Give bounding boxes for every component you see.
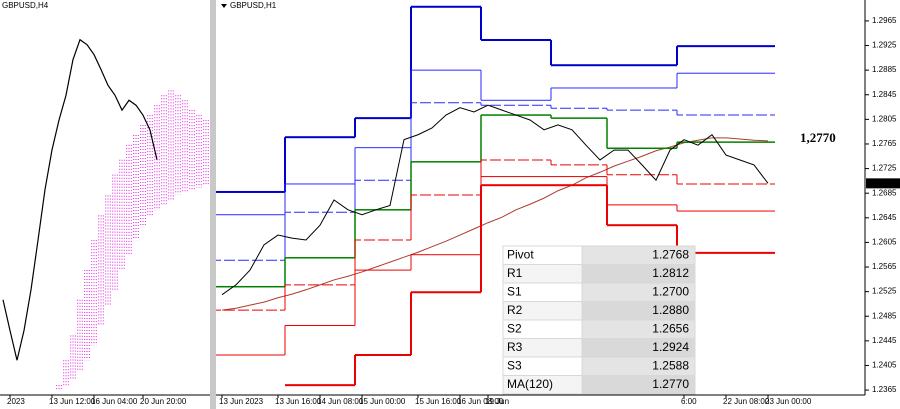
table-value: 1.2700 xyxy=(652,284,689,298)
y-tick-label: 1.2445 xyxy=(872,336,897,345)
table-label: S1 xyxy=(507,284,522,298)
x-tick-label: 15 Jun 16:00 xyxy=(415,397,462,406)
table-value: 1.2770 xyxy=(652,377,689,391)
x-tick-label: 19 Jun xyxy=(485,397,509,406)
y-tick-label: 1.2525 xyxy=(872,287,897,296)
y-tick-label: 1.2845 xyxy=(872,90,897,99)
x-tick-label: 15 Jun 00:00 xyxy=(359,397,406,406)
table-label: R2 xyxy=(507,303,523,317)
x-tick-label: 23 Jun 00:00 xyxy=(765,397,812,406)
price-tag xyxy=(866,178,900,189)
x-tick-label: 14 Jun 08:00 xyxy=(317,397,364,406)
y-tick-label: 1.2565 xyxy=(872,262,897,271)
table-label: Pivot xyxy=(507,247,534,261)
y-tick-label: 1.2685 xyxy=(872,188,897,197)
x-tick-label: 20 Jun 20:00 xyxy=(140,397,187,406)
y-tick-label: 1.2725 xyxy=(872,164,897,173)
x-tick-label: 6:00 xyxy=(681,397,697,406)
table-value: 1.2812 xyxy=(652,266,689,280)
panel-separator xyxy=(210,0,216,409)
table-label: S3 xyxy=(507,358,522,372)
y-tick-label: 1.2925 xyxy=(872,41,897,50)
x-tick-label: 22 Jun 08:00 xyxy=(723,397,770,406)
h1-plot xyxy=(216,5,775,387)
y-tick-label: 1.2405 xyxy=(872,361,897,370)
y-tick-label: 1.2885 xyxy=(872,65,897,74)
chart-title: GBPUSD,H1 xyxy=(230,1,277,10)
pivot-table: Pivot 1.2768 R1 1.2812 S1 1.2700 R2 1.2880 S2 1.2… xyxy=(502,245,696,395)
y-tick-label: 1.2485 xyxy=(872,311,897,320)
h4-plot xyxy=(2,38,209,391)
x-tick-label: 13 Jun 12:00 xyxy=(49,397,96,406)
table-value-cell xyxy=(581,375,696,395)
level-annotation: 1,2770 xyxy=(800,130,836,145)
table-value: 1.2588 xyxy=(652,358,689,372)
y-tick-label: 1.2805 xyxy=(872,114,897,123)
price-tag-label: 1.2701 xyxy=(870,178,895,187)
table-value: 1.2924 xyxy=(652,340,689,354)
x-tick-label: 2023 xyxy=(7,397,25,406)
table-value: 1.2656 xyxy=(652,321,689,335)
table-label: R1 xyxy=(507,266,523,280)
y-tick-label: 1.2645 xyxy=(872,213,897,222)
table-label: MA(120) xyxy=(507,377,553,391)
table-label: S2 xyxy=(507,321,522,335)
x-tick-label: 13 Jun 16:00 xyxy=(275,397,322,406)
y-tick-label: 1.2605 xyxy=(872,238,897,247)
price-line xyxy=(2,38,158,361)
table-label: R3 xyxy=(507,340,523,354)
table-value: 1.2768 xyxy=(652,247,689,261)
y-tick-label: 1.2365 xyxy=(872,385,897,394)
table-value: 1.2880 xyxy=(652,303,689,317)
x-tick-label: 13 Jun 2023 xyxy=(219,397,264,406)
dropdown-icon xyxy=(221,4,227,8)
price-line xyxy=(221,104,769,296)
chart-title: GBPUSD,H4 xyxy=(2,1,49,10)
y-tick-label: 1.2965 xyxy=(872,16,897,25)
x-tick-label: 16 Jun 04:00 xyxy=(91,397,138,406)
x-tick-label: 16 Jun 08:00 xyxy=(457,397,504,406)
y-tick-label: 1.2765 xyxy=(872,139,897,148)
